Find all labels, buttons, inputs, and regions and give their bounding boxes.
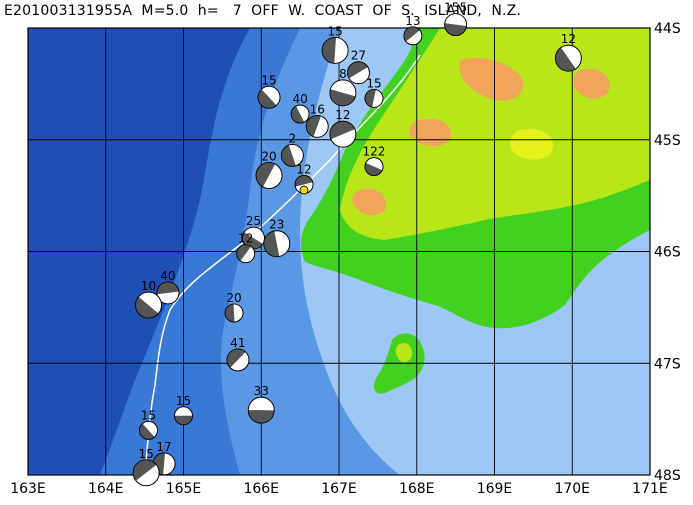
event-depth-label: 15 bbox=[176, 394, 191, 408]
focal-mechanism-beachball: 40 bbox=[290, 92, 310, 124]
focal-mechanism-beachball: 13 bbox=[403, 14, 423, 46]
lon-tick-label: 163E bbox=[10, 481, 46, 497]
focal-mechanism-beachball: 23 bbox=[263, 218, 291, 258]
event-depth-label: 20 bbox=[226, 291, 241, 305]
focal-mechanism-beachball: 20 bbox=[224, 291, 244, 323]
event-depth-label: 15 bbox=[366, 76, 381, 90]
focal-mechanism-beachball: 40 bbox=[156, 269, 180, 305]
lon-tick-label: 170E bbox=[554, 481, 590, 497]
event-depth-label: 13 bbox=[405, 14, 420, 28]
event-depth-label: 15 bbox=[141, 408, 156, 422]
event-depth-label: 41 bbox=[230, 336, 245, 350]
event-depth-label: 15 bbox=[327, 24, 342, 38]
focal-mechanism-beachball: 15 bbox=[139, 408, 158, 440]
event-depth-label: 2 bbox=[289, 131, 297, 145]
focal-mechanism-beachball: 122 bbox=[363, 145, 386, 176]
map-frame bbox=[27, 27, 651, 476]
focal-mechanism-beachball: 27 bbox=[347, 49, 370, 85]
focal-mechanism-beachball: 12 bbox=[329, 108, 357, 148]
lon-tick-label: 169E bbox=[477, 481, 513, 497]
land-peaks-1 bbox=[459, 58, 524, 101]
lon-tick-label: 164E bbox=[88, 481, 124, 497]
focal-mechanism-beachball: 12 bbox=[554, 32, 582, 72]
event-depth-label: 12 bbox=[561, 32, 576, 46]
focal-mechanism-beachball: 25 bbox=[242, 214, 265, 250]
event-depth-label: 15 bbox=[139, 447, 154, 461]
lat-tick-label: 44S bbox=[654, 21, 681, 37]
event-depth-label: 23 bbox=[269, 218, 284, 232]
lon-tick-label: 168E bbox=[399, 481, 435, 497]
focal-mechanism-beachball: 10 bbox=[135, 279, 162, 319]
event-depth-label: 8 bbox=[339, 67, 347, 81]
event-depth-label: 40 bbox=[292, 92, 307, 106]
focal-mechanism-beachball: 8 bbox=[329, 67, 357, 107]
land-peaks-4 bbox=[510, 129, 554, 160]
map-title: E201003131955A M=5.0 h= 7 OFF W. COAST O… bbox=[4, 3, 522, 19]
event-depth-label: 20 bbox=[261, 150, 276, 164]
graticule bbox=[28, 28, 650, 475]
event-depth-label: 122 bbox=[363, 145, 386, 159]
focal-mechanism-beachball: 15 bbox=[132, 447, 160, 487]
lon-tick-label: 165E bbox=[166, 481, 202, 497]
stewart-island-high bbox=[395, 343, 413, 363]
event-depth-label: 25 bbox=[246, 214, 261, 228]
lat-tick-label: 47S bbox=[654, 356, 681, 372]
lat-tick-label: 48S bbox=[654, 468, 681, 484]
focal-mechanism-beachball: 15 bbox=[257, 73, 281, 109]
event-depth-label: 12 bbox=[296, 162, 311, 176]
focal-mechanism-beachball: 33 bbox=[247, 384, 275, 424]
event-depth-label: 27 bbox=[351, 49, 366, 63]
focal-mechanism-beachball: 155 bbox=[444, 1, 467, 37]
focal-mechanism-beachball: 41 bbox=[226, 336, 250, 372]
lon-tick-label: 171E bbox=[632, 481, 668, 497]
event-depth-label: 40 bbox=[160, 269, 175, 283]
axis-ticks: 163E 164E 165E 166E 167E 168E 169E 170E 171E 44S 4… bbox=[10, 21, 681, 497]
focal-mechanism-beachball: 15 bbox=[364, 76, 384, 108]
lat-tick-label: 46S bbox=[654, 245, 681, 261]
focal-mechanism-beachball: 16 bbox=[305, 102, 329, 138]
lon-tick-label: 166E bbox=[243, 481, 279, 497]
event-depth-label: 17 bbox=[156, 440, 171, 454]
focal-mechanism-beachball: 15 bbox=[174, 394, 193, 426]
lon-tick-label: 167E bbox=[321, 481, 357, 497]
event-depth-label: 155 bbox=[444, 1, 467, 15]
land-peaks-5 bbox=[573, 68, 610, 99]
focal-mechanism-beachball: 2 bbox=[280, 131, 304, 167]
event-depth-label: 33 bbox=[254, 384, 269, 398]
event-depth-label: 10 bbox=[141, 279, 156, 293]
event-depth-label: 12 bbox=[238, 232, 253, 246]
event-depth-label: 15 bbox=[261, 73, 276, 87]
event-depth-label: 12 bbox=[335, 108, 350, 122]
event-depth-label: 16 bbox=[310, 102, 325, 116]
lat-tick-label: 45S bbox=[654, 133, 681, 149]
epicenter-marker bbox=[299, 185, 309, 195]
focal-mechanism-beachball: 15 bbox=[321, 24, 349, 64]
focal-mechanism-beachball: 12 bbox=[236, 232, 256, 264]
land-peaks-3 bbox=[352, 188, 386, 216]
focal-mechanism-beachball: 20 bbox=[255, 150, 283, 189]
